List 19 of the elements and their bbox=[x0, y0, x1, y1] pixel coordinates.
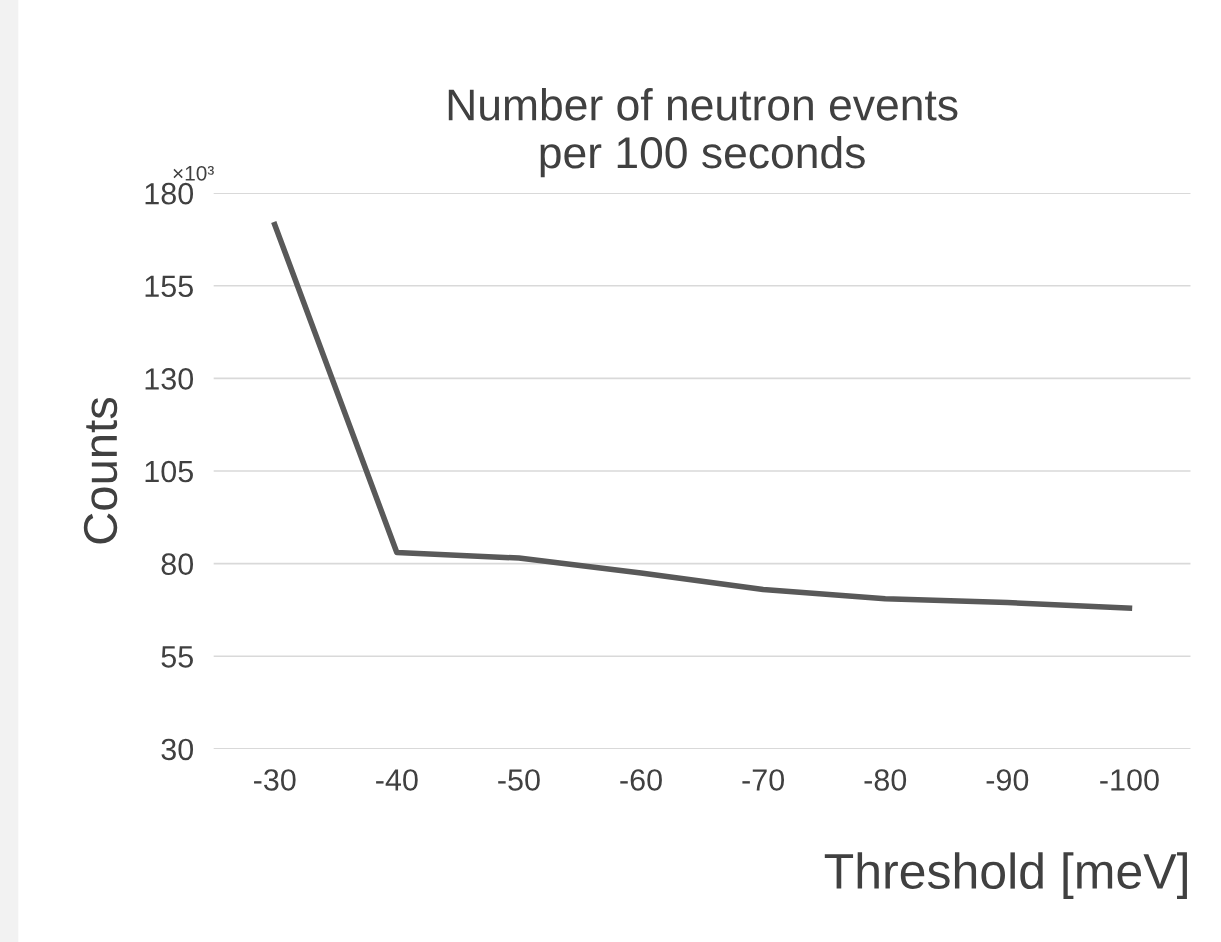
y-axis-title: Counts bbox=[83, 397, 118, 544]
y-tick-label: 105 bbox=[145, 460, 193, 483]
x-tick-label: -100 bbox=[1100, 769, 1159, 791]
x-tick-label: -90 bbox=[986, 769, 1029, 791]
y-tick-label: 180 bbox=[145, 182, 194, 205]
text: ×10³ bbox=[173, 165, 214, 181]
chart-title: Number of neutron events per 100 seconds bbox=[448, 88, 958, 178]
x-tick-label: -50 bbox=[498, 769, 540, 791]
y-tick-label: 55 bbox=[161, 646, 193, 668]
y-tick-label: 155 bbox=[145, 275, 193, 298]
x-tick-label: -40 bbox=[376, 769, 418, 791]
y-tick-label: 30 bbox=[161, 738, 194, 761]
x-axis-title: Threshold [meV] bbox=[824, 852, 1187, 899]
y-tick-label: 80 bbox=[161, 553, 194, 575]
y-tick-label: 130 bbox=[145, 368, 194, 390]
x-tick-label: -70 bbox=[742, 769, 785, 791]
x-tick-label: -80 bbox=[864, 769, 907, 791]
x-tick-label: -60 bbox=[620, 769, 662, 791]
x-tick-label: -30 bbox=[254, 769, 296, 791]
